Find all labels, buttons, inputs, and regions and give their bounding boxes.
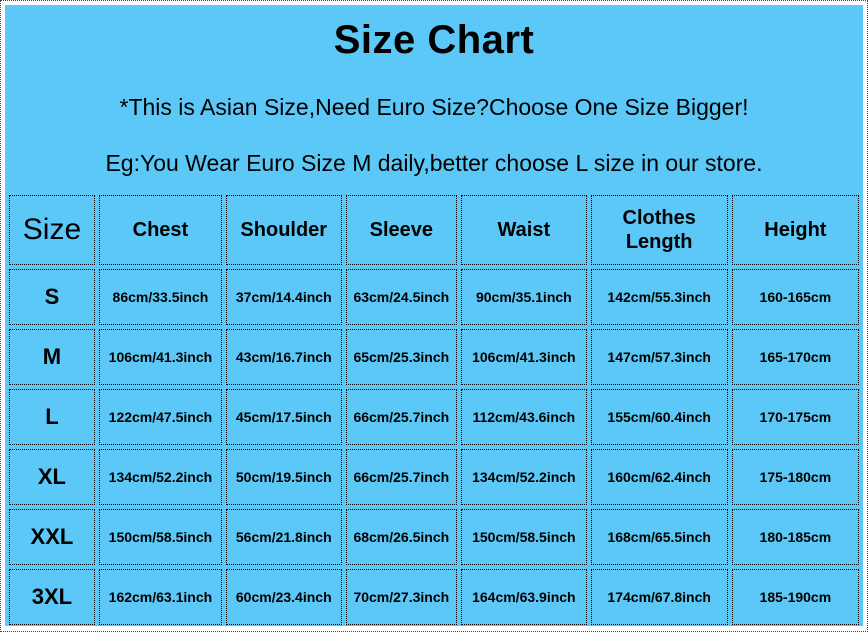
waist-value: 150cm/58.5inch [461,509,587,565]
chest-value: 150cm/58.5inch [98,509,222,565]
sleeve-value: 65cm/25.3inch [345,329,458,385]
clothes-length-value: 174cm/67.8inch [590,569,728,625]
table-row-xxl: XXL 150cm/58.5inch 56cm/21.8inch 68cm/26… [9,509,859,565]
chest-value: 134cm/52.2inch [98,449,222,505]
column-header-chest: Chest [98,195,222,265]
size-example-note: Eg:You Wear Euro Size M daily,better cho… [105,150,763,176]
size-table: Size Chest Shoulder Sleeve Waist Clothes… [5,191,863,626]
size-label: XXL [9,509,95,565]
size-chart-panel: Size Chart *This is Asian Size,Need Euro… [5,5,863,626]
chest-value: 86cm/33.5inch [98,269,222,325]
column-header-sleeve: Sleeve [345,195,458,265]
height-value: 160-165cm [731,269,859,325]
table-row-xl: XL 134cm/52.2inch 50cm/19.5inch 66cm/25.… [9,449,859,505]
waist-value: 134cm/52.2inch [461,449,587,505]
size-label: L [9,389,95,445]
table-row-m: M 106cm/41.3inch 43cm/16.7inch 65cm/25.3… [9,329,859,385]
size-label: 3XL [9,569,95,625]
shoulder-value: 50cm/19.5inch [225,449,342,505]
column-header-height: Height [731,195,859,265]
waist-value: 164cm/63.9inch [461,569,587,625]
sleeve-value: 68cm/26.5inch [345,509,458,565]
chest-value: 106cm/41.3inch [98,329,222,385]
chest-value: 122cm/47.5inch [98,389,222,445]
waist-value: 112cm/43.6inch [461,389,587,445]
column-header-waist: Waist [461,195,587,265]
size-label: S [9,269,95,325]
column-header-size: Size [9,195,95,265]
size-label: M [9,329,95,385]
height-value: 170-175cm [731,389,859,445]
table-row-l: L 122cm/47.5inch 45cm/17.5inch 66cm/25.7… [9,389,859,445]
waist-value: 106cm/41.3inch [461,329,587,385]
height-value: 175-180cm [731,449,859,505]
shoulder-value: 60cm/23.4inch [225,569,342,625]
height-value: 185-190cm [731,569,859,625]
shoulder-value: 56cm/21.8inch [225,509,342,565]
column-header-shoulder: Shoulder [225,195,342,265]
table-row-s: S 86cm/33.5inch 37cm/14.4inch 63cm/24.5i… [9,269,859,325]
shoulder-value: 43cm/16.7inch [225,329,342,385]
sleeve-value: 66cm/25.7inch [345,389,458,445]
asian-size-note: *This is Asian Size,Need Euro Size?Choos… [119,94,749,120]
table-row-3xl: 3XL 162cm/63.1inch 60cm/23.4inch 70cm/27… [9,569,859,625]
table-header-row: Size Chest Shoulder Sleeve Waist Clothes… [9,195,859,265]
size-label: XL [9,449,95,505]
clothes-length-value: 155cm/60.4inch [590,389,728,445]
sleeve-value: 70cm/27.3inch [345,569,458,625]
clothes-length-value: 160cm/62.4inch [590,449,728,505]
clothes-length-value: 147cm/57.3inch [590,329,728,385]
waist-value: 90cm/35.1inch [461,269,587,325]
clothes-length-value: 142cm/55.3inch [590,269,728,325]
shoulder-value: 45cm/17.5inch [225,389,342,445]
page-title: Size Chart [333,18,535,62]
sleeve-value: 63cm/24.5inch [345,269,458,325]
shoulder-value: 37cm/14.4inch [225,269,342,325]
chest-value: 162cm/63.1inch [98,569,222,625]
clothes-length-value: 168cm/65.5inch [590,509,728,565]
column-header-clothes-length: Clothes Length [590,195,728,265]
sleeve-value: 66cm/25.7inch [345,449,458,505]
height-value: 165-170cm [731,329,859,385]
height-value: 180-185cm [731,509,859,565]
